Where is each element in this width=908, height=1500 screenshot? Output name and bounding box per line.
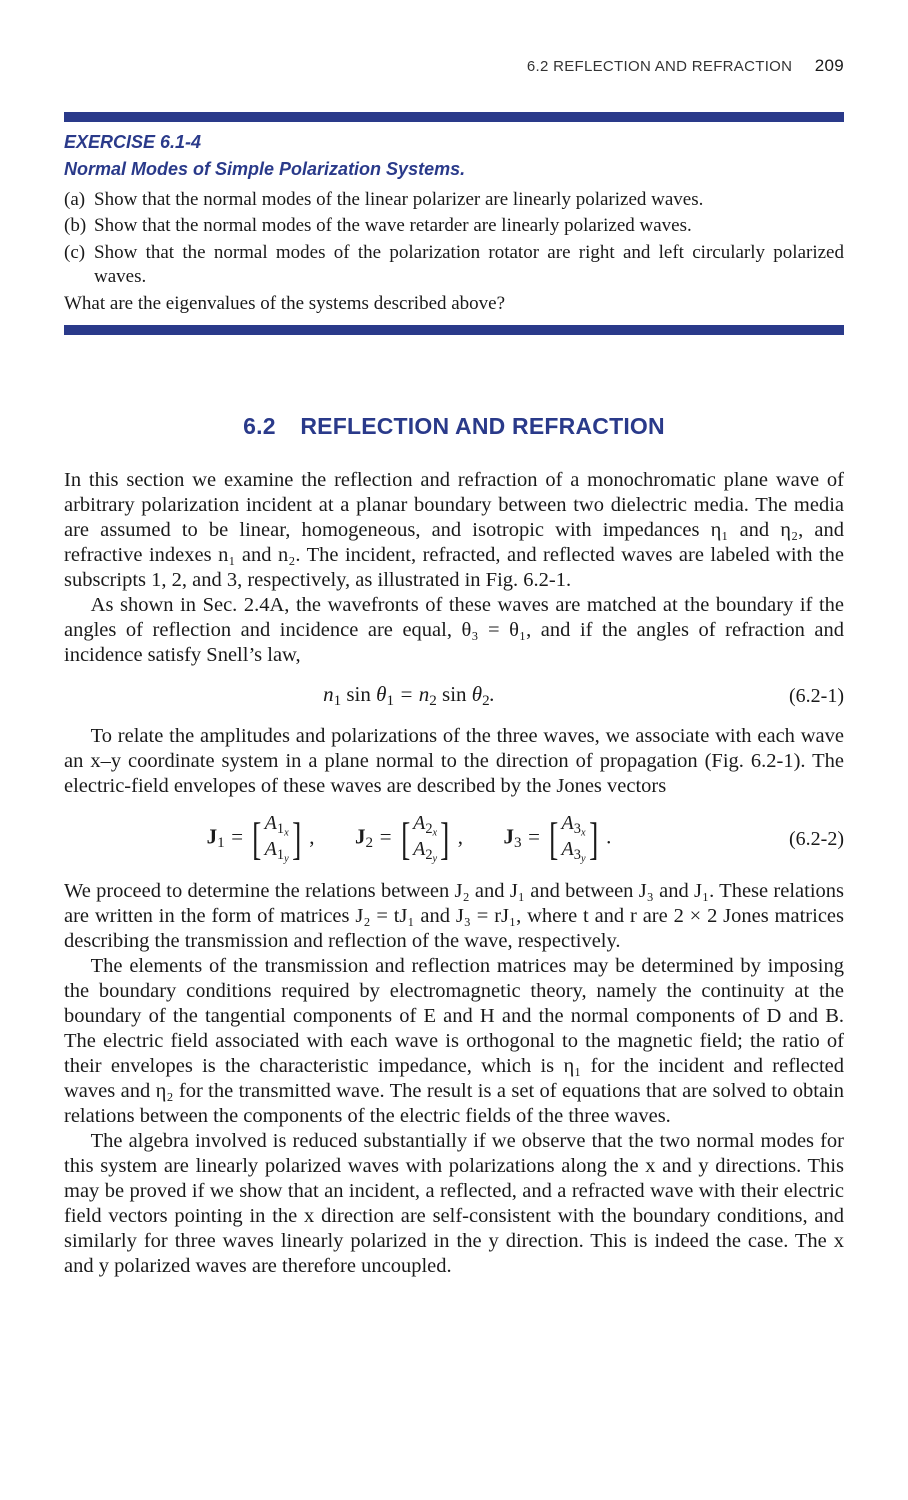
section-title-text: REFLECTION AND REFRACTION bbox=[300, 413, 664, 439]
exercise-item-label: (c) bbox=[64, 241, 94, 290]
paragraph: As shown in Sec. 2.4A, the wavefronts of… bbox=[64, 593, 844, 668]
equation-number: (6.2-2) bbox=[754, 827, 844, 851]
paragraph: We proceed to determine the relations be… bbox=[64, 879, 844, 954]
exercise-item-text: Show that the normal modes of the wave r… bbox=[94, 214, 844, 238]
exercise-item-label: (a) bbox=[64, 188, 94, 212]
exercise-block: EXERCISE 6.1-4 Normal Modes of Simple Po… bbox=[64, 132, 844, 315]
page-number: 209 bbox=[815, 56, 844, 75]
exercise-item-label: (b) bbox=[64, 214, 94, 238]
exercise-list: (a) Show that the normal modes of the li… bbox=[64, 188, 844, 289]
running-header: 6.2 REFLECTION AND REFRACTION 209 bbox=[64, 56, 844, 76]
paragraph: To relate the amplitudes and polarizatio… bbox=[64, 724, 844, 799]
section-heading: 6.2 REFLECTION AND REFRACTION bbox=[64, 413, 844, 440]
paragraph: In this section we examine the reflectio… bbox=[64, 468, 844, 593]
exercise-title: Normal Modes of Simple Polarization Syst… bbox=[64, 159, 844, 180]
equation-number: (6.2-1) bbox=[754, 684, 844, 708]
exercise-item: (b) Show that the normal modes of the wa… bbox=[64, 214, 844, 238]
equation-body: J1 = [A1xA1y] , J2 = [A2xA2y] , J3 = [A3… bbox=[64, 813, 754, 864]
exercise-item-text: Show that the normal modes of the linear… bbox=[94, 188, 844, 212]
header-section: 6.2 REFLECTION AND REFRACTION bbox=[527, 58, 792, 75]
page: 6.2 REFLECTION AND REFRACTION 209 EXERCI… bbox=[0, 0, 908, 1500]
equation-jones: J1 = [A1xA1y] , J2 = [A2xA2y] , J3 = [A3… bbox=[64, 813, 844, 864]
rule-top bbox=[64, 112, 844, 122]
exercise-item: (c) Show that the normal modes of the po… bbox=[64, 241, 844, 290]
equation-body: n1 sin θ1 = n2 sin θ2. bbox=[64, 682, 754, 710]
paragraph: The elements of the transmission and ref… bbox=[64, 954, 844, 1129]
exercise-number: EXERCISE 6.1-4 bbox=[64, 132, 844, 153]
exercise-item: (a) Show that the normal modes of the li… bbox=[64, 188, 844, 212]
section-number: 6.2 bbox=[243, 413, 276, 439]
exercise-followup: What are the eigenvalues of the systems … bbox=[64, 293, 844, 315]
rule-bottom bbox=[64, 325, 844, 335]
equation-snell: n1 sin θ1 = n2 sin θ2. (6.2-1) bbox=[64, 682, 844, 710]
body-text: In this section we examine the reflectio… bbox=[64, 468, 844, 1278]
exercise-item-text: Show that the normal modes of the polari… bbox=[94, 241, 844, 290]
paragraph: The algebra involved is reduced substant… bbox=[64, 1129, 844, 1279]
